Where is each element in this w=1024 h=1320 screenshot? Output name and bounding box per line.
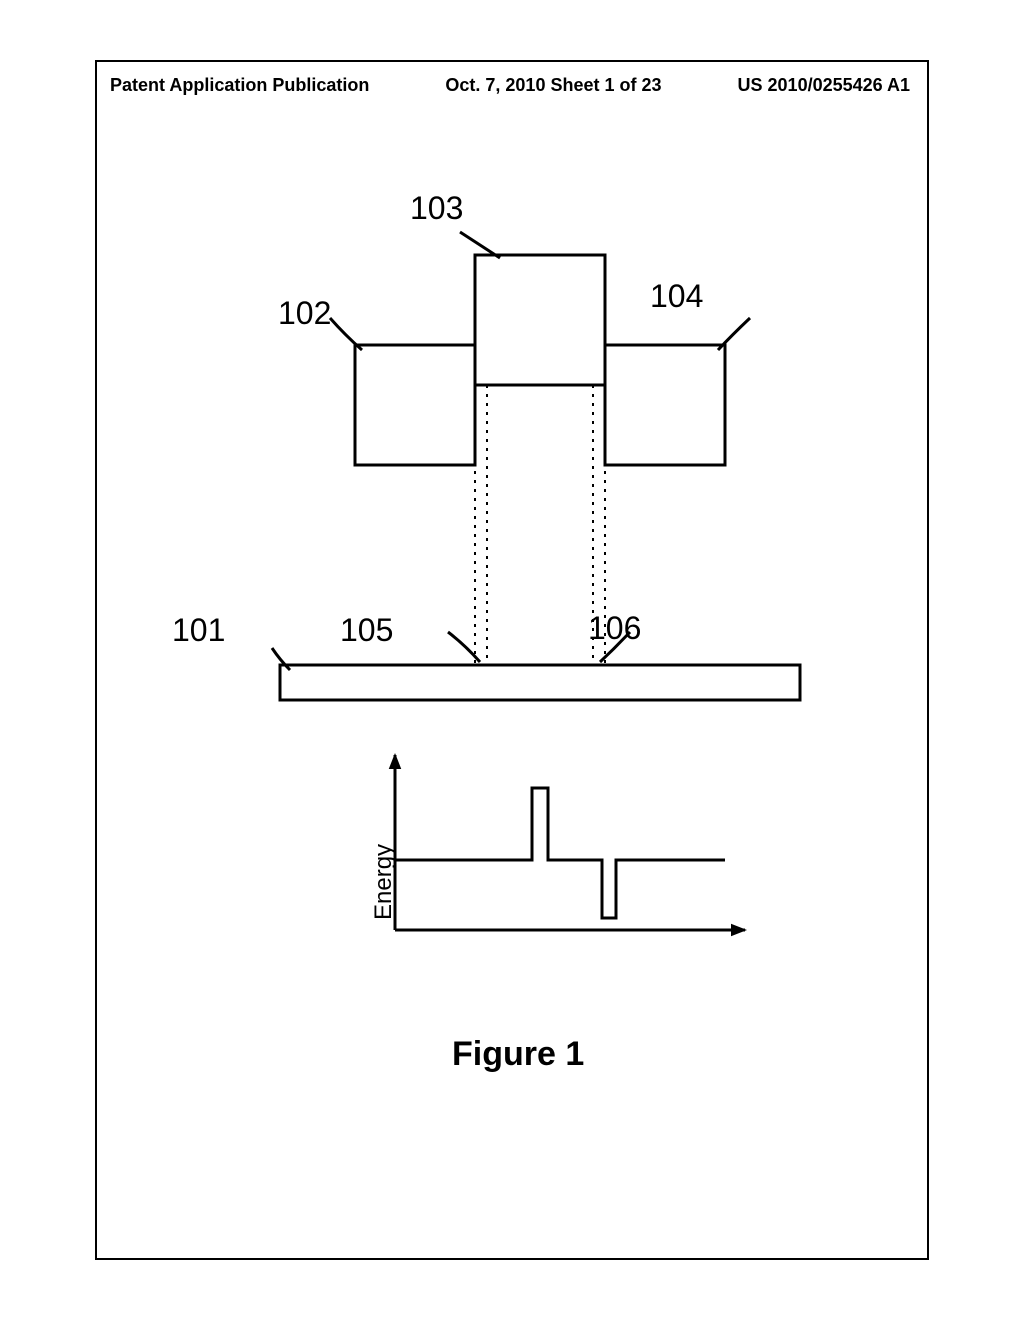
figure-caption: Figure 1 [452,1035,584,1074]
label-102: 102 [278,295,331,332]
axis-label-energy: Energy [370,844,398,920]
page-header: Patent Application Publication Oct. 7, 2… [110,75,910,96]
label-104: 104 [650,278,703,315]
figure-svg [150,200,870,1000]
header-right: US 2010/0255426 A1 [738,75,910,96]
header-center: Oct. 7, 2010 Sheet 1 of 23 [445,75,661,96]
label-103: 103 [410,190,463,227]
label-105: 105 [340,612,393,649]
label-101: 101 [172,612,225,649]
figure-container [150,200,870,1100]
header-left: Patent Application Publication [110,75,369,96]
label-106: 106 [588,610,641,647]
